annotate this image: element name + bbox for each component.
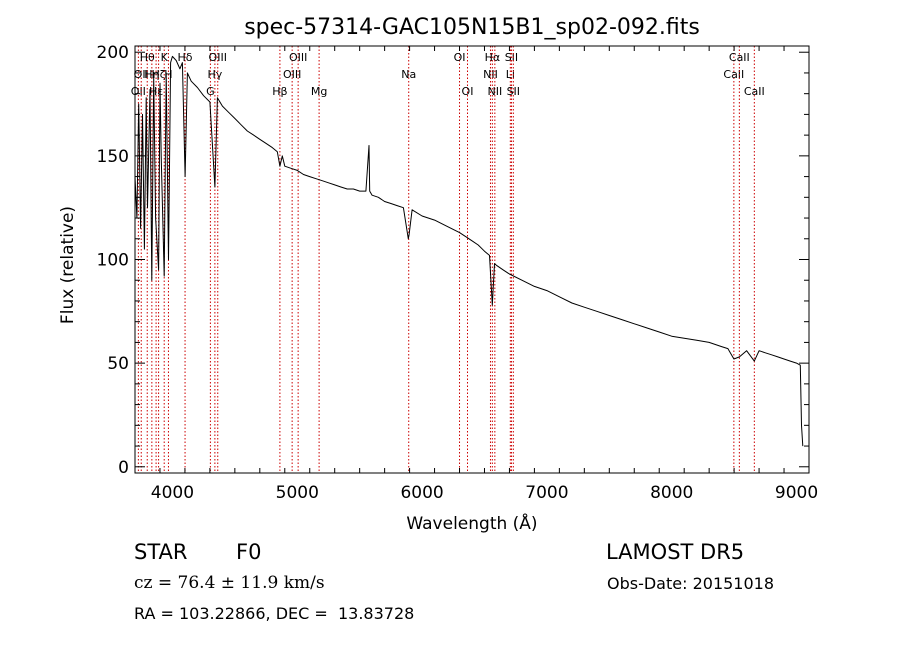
axes: 4000 5000 6000 7000 8000 9000 0 50 100 150 200: [97, 43, 819, 503]
observation-date: Obs-Date: 20151018: [607, 574, 775, 593]
line-marker-label-15: Mg: [311, 85, 327, 98]
x-tick-label: 8000: [650, 483, 693, 503]
line-marker-label-13: OIII: [283, 68, 301, 81]
line-marker-label-16: Na: [401, 68, 416, 81]
line-marker-label-12: Hβ: [272, 85, 287, 98]
spectrum-chart: spec-57314-GAC105N15B1_sp02-092.fits OII…: [58, 15, 819, 534]
y-tick-label: 150: [97, 147, 129, 167]
line-marker-label-22: Li: [506, 68, 515, 81]
line-marker-label-1: OII: [134, 68, 149, 81]
line-marker-label-19: NII: [483, 68, 498, 81]
plot-frame: [134, 45, 810, 474]
line-marker-label-20: Hα: [485, 51, 501, 64]
line-marker-label-9: G: [206, 85, 215, 98]
line-marker-label-17: OI: [454, 51, 466, 64]
line-marker-label-7: H: [164, 68, 172, 81]
line-marker-label-10: Hγ: [207, 68, 222, 81]
redshift-velocity: cz = 76.4 ± 11.9 km/s: [134, 573, 325, 593]
object-class: STAR: [134, 540, 188, 564]
y-tick-label: 50: [107, 354, 129, 374]
x-tick-label: 4000: [151, 483, 194, 503]
x-tick-label: 6000: [400, 483, 443, 503]
line-marker-label-26: CaII: [729, 51, 750, 64]
line-marker-label-2: Hθ: [140, 51, 155, 64]
line-marker-label-27: CaII: [744, 85, 765, 98]
y-tick-label: 200: [97, 43, 129, 63]
survey-name: LAMOST DR5: [606, 540, 745, 564]
line-markers: OIIOIIHθHηHεHζKHHδGHγOIIIHβOIIIOIIIMgNaO…: [131, 46, 765, 473]
line-marker-label-25: CaII: [723, 68, 744, 81]
y-tick-label: 0: [118, 458, 129, 478]
y-axis-label: Flux (relative): [58, 206, 78, 324]
line-marker-label-5: Hζ: [151, 68, 165, 81]
line-marker-label-23: SII: [505, 51, 518, 64]
spectrum-series: [134, 55, 804, 447]
line-marker-label-14: OIII: [289, 51, 307, 64]
spectrum-line-0: [134, 55, 804, 447]
x-tick-label: 5000: [276, 483, 319, 503]
line-marker-label-0: OII: [131, 85, 146, 98]
x-tick-label: 9000: [775, 483, 818, 503]
object-subclass: F0: [236, 540, 262, 564]
line-marker-label-8: Hδ: [178, 51, 193, 64]
line-marker-label-18: OI: [462, 85, 474, 98]
line-marker-label-21: NII: [487, 85, 502, 98]
line-marker-label-4: Hε: [149, 85, 163, 98]
y-tick-label: 100: [97, 251, 129, 271]
x-axis-label: Wavelength (Å): [406, 512, 537, 534]
coordinates: RA = 103.22866, DEC = 13.83728: [134, 604, 415, 623]
line-marker-label-24: SII: [507, 85, 520, 98]
line-marker-label-6: K: [161, 51, 169, 64]
x-tick-label: 7000: [525, 483, 568, 503]
chart-title: spec-57314-GAC105N15B1_sp02-092.fits: [244, 15, 700, 40]
line-marker-label-11: OIII: [209, 51, 227, 64]
